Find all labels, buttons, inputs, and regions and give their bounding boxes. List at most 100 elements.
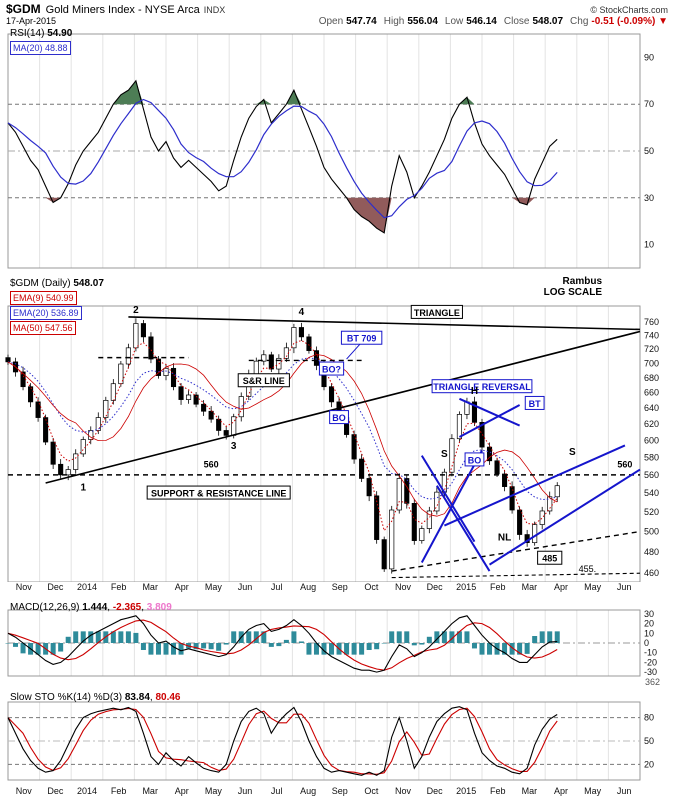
annotation-text-s-left: S <box>441 449 448 460</box>
candle-body <box>456 414 462 440</box>
macd-histogram-bar <box>411 643 417 646</box>
candle-body <box>509 486 515 511</box>
month-label-oct: Oct <box>364 582 379 592</box>
month-label-nov: Nov <box>394 582 411 592</box>
macd-histogram-bar <box>298 641 304 643</box>
candle-body <box>103 400 109 418</box>
y-tick-label: 80 <box>644 713 654 723</box>
candle-body <box>231 416 237 436</box>
month-label-2014: 2014 <box>76 582 98 592</box>
macd-histogram-bar <box>313 643 319 655</box>
annotation-line-blue-fall-2 <box>436 485 491 572</box>
month-label-apr: Apr <box>553 786 568 796</box>
macd-histogram-bar <box>366 643 372 650</box>
month-label-feb: Feb <box>490 786 506 796</box>
copyright: © StockCharts.com <box>590 5 668 15</box>
month-label-jun: Jun <box>616 786 632 796</box>
macd-histogram-bar <box>509 643 515 655</box>
candle-body <box>328 386 335 403</box>
macd-histogram-bar <box>434 631 440 643</box>
macd-histogram-bar <box>163 643 169 655</box>
annotation-text-level-560-right: 560 <box>617 459 632 469</box>
month-label-jun: Jun <box>237 582 253 592</box>
candle-body <box>238 396 244 418</box>
annotation-box-support-resistance <box>146 485 291 500</box>
annotation-line-blue-tri-a <box>459 397 521 427</box>
y-tick-label: 480 <box>644 547 659 557</box>
macd-histogram-bar <box>140 643 146 650</box>
x-axis-bottom: Nov Dec 2014 Feb Mar Apr May Jun Jul Aug Sep Oct Nov… <box>0 786 674 800</box>
candle-body <box>389 509 395 570</box>
exchange: INDX <box>203 5 226 15</box>
quote-label-chg: Chg <box>570 16 589 27</box>
candle-body <box>73 453 79 470</box>
macd-histogram-bar <box>471 643 477 649</box>
macd-histogram-bar <box>65 636 71 643</box>
macd-histogram-bar <box>110 631 116 643</box>
annotation-text-pt-3: 3 <box>231 441 237 452</box>
month-label-jun: Jun <box>616 582 632 592</box>
macd-histogram-bar <box>88 631 94 643</box>
y-tick-label: 620 <box>644 419 659 429</box>
candle-body <box>178 386 184 400</box>
macd-histogram-bar <box>58 643 64 652</box>
macd-histogram-bar <box>171 643 177 655</box>
macd-histogram-bar <box>35 643 41 655</box>
quote-value-high: 556.04 <box>407 16 438 27</box>
annotation-label-triangle: TRIANGLE <box>414 308 460 318</box>
candle-body <box>170 367 177 388</box>
y-tick-label: 600 <box>644 435 659 445</box>
month-label-sep: Sep <box>331 582 348 592</box>
y-tick-label: 560 <box>644 470 659 480</box>
annotation-box-bo-mid <box>329 410 349 425</box>
macd-histogram-bar <box>118 631 124 643</box>
y-tick-label: 70 <box>644 99 654 109</box>
candle-body <box>35 401 41 418</box>
annotation-box-triangle-reversal <box>431 379 533 394</box>
month-label-dec: Dec <box>47 786 64 796</box>
macd-histogram-bar <box>381 643 387 644</box>
sto-k-line <box>7 706 558 776</box>
ema20-line <box>7 357 558 501</box>
candle-body <box>404 478 410 504</box>
annotation-text-h-label: H <box>471 386 478 397</box>
month-label-mar: Mar <box>521 786 538 796</box>
macd-histogram-bar <box>524 643 530 654</box>
annotation-text-s-right: S <box>569 447 576 458</box>
candle-body <box>471 401 478 423</box>
macd-histogram-bar <box>419 643 425 645</box>
macd-histogram-bar <box>344 643 350 655</box>
annotation-line-blue-rise-1 <box>420 450 483 563</box>
candle-body <box>80 439 86 455</box>
rsi-panel: 90 70 50 30 10 RSI(14) 54.90 MA(20) 48.88 <box>0 26 674 276</box>
macd-histogram-bar <box>50 643 56 655</box>
y-tick-label: 680 <box>644 373 659 383</box>
month-label-feb: Feb <box>110 582 127 592</box>
candle-body <box>486 446 493 462</box>
month-label-apr: Apr <box>174 582 189 592</box>
quote-label-high: High <box>383 16 405 27</box>
macd-histogram-bar <box>133 632 139 643</box>
annotation-label-bo-small: BO <box>468 455 482 465</box>
month-label-dec: Dec <box>426 786 443 796</box>
candle-body <box>43 417 49 443</box>
macd-histogram-bar <box>464 631 470 643</box>
candle-body <box>208 410 214 420</box>
macd-histogram-bar <box>231 631 237 643</box>
candle-body <box>193 394 199 405</box>
month-label-sep: Sep <box>331 786 348 796</box>
annotation-box-bo-small <box>464 452 485 467</box>
candle-body <box>268 354 274 370</box>
candle-body <box>155 358 162 376</box>
month-label-2015: 2015 <box>456 786 477 796</box>
y-tick-label: 540 <box>644 488 659 498</box>
month-label-dec: Dec <box>426 582 443 592</box>
y-tick-label: 10 <box>644 240 654 250</box>
y-tick-label: 30 <box>644 193 654 203</box>
month-label-apr: Apr <box>553 582 568 592</box>
macd-histogram-bar <box>374 643 380 650</box>
candle-body <box>396 478 402 511</box>
annotation-line-blue-rise-3 <box>488 468 641 566</box>
chart-date: 17-Apr-2015 <box>6 16 57 26</box>
